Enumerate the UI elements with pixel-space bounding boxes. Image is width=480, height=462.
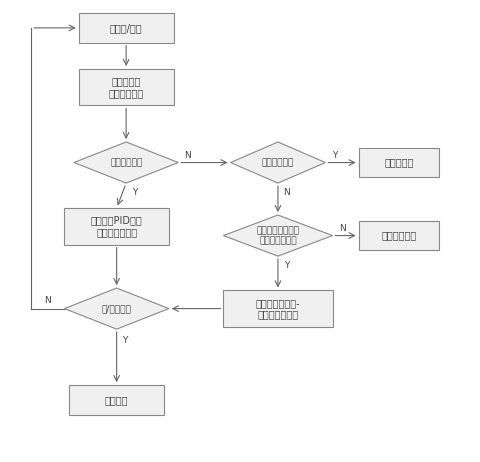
Polygon shape [223,215,333,256]
Polygon shape [64,288,169,329]
Text: 执行开/关门: 执行开/关门 [110,23,143,33]
FancyBboxPatch shape [79,13,174,43]
Text: 电机停转: 电机停转 [105,395,128,405]
Text: N: N [338,224,346,233]
Text: 记录是否完了多套
时间占空比曲线: 记录是否完了多套 时间占空比曲线 [256,226,300,245]
Text: Y: Y [122,336,128,345]
Text: N: N [184,151,191,160]
FancyBboxPatch shape [359,221,439,250]
Text: Y: Y [284,261,289,270]
FancyBboxPatch shape [79,69,174,105]
Polygon shape [230,142,325,183]
FancyBboxPatch shape [223,290,333,327]
Text: N: N [45,296,51,305]
Text: 速度闭环PID控制
记录时间占空比: 速度闭环PID控制 记录时间占空比 [91,216,143,237]
Text: Y: Y [132,188,137,197]
Text: 位置传感器
检测位置信号: 位置传感器 检测位置信号 [108,76,144,98]
Polygon shape [74,142,179,183]
Text: Y: Y [332,151,337,160]
FancyBboxPatch shape [359,148,439,177]
Text: 开/关门到位: 开/关门到位 [102,304,132,313]
Text: 电机匀速转动: 电机匀速转动 [381,231,417,241]
Text: N: N [283,188,290,197]
Text: 停转或反转: 停转或反转 [384,158,414,168]
Text: 按已记录的时间-
占空比曲线控制: 按已记录的时间- 占空比曲线控制 [256,298,300,319]
Text: 位置信号正常: 位置信号正常 [110,158,142,167]
FancyBboxPatch shape [69,385,164,415]
FancyBboxPatch shape [64,208,169,245]
Text: 电流大于阈值: 电流大于阈值 [262,158,294,167]
